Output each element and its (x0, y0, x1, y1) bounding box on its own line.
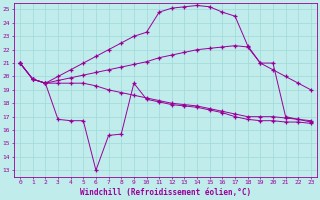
X-axis label: Windchill (Refroidissement éolien,°C): Windchill (Refroidissement éolien,°C) (80, 188, 251, 197)
